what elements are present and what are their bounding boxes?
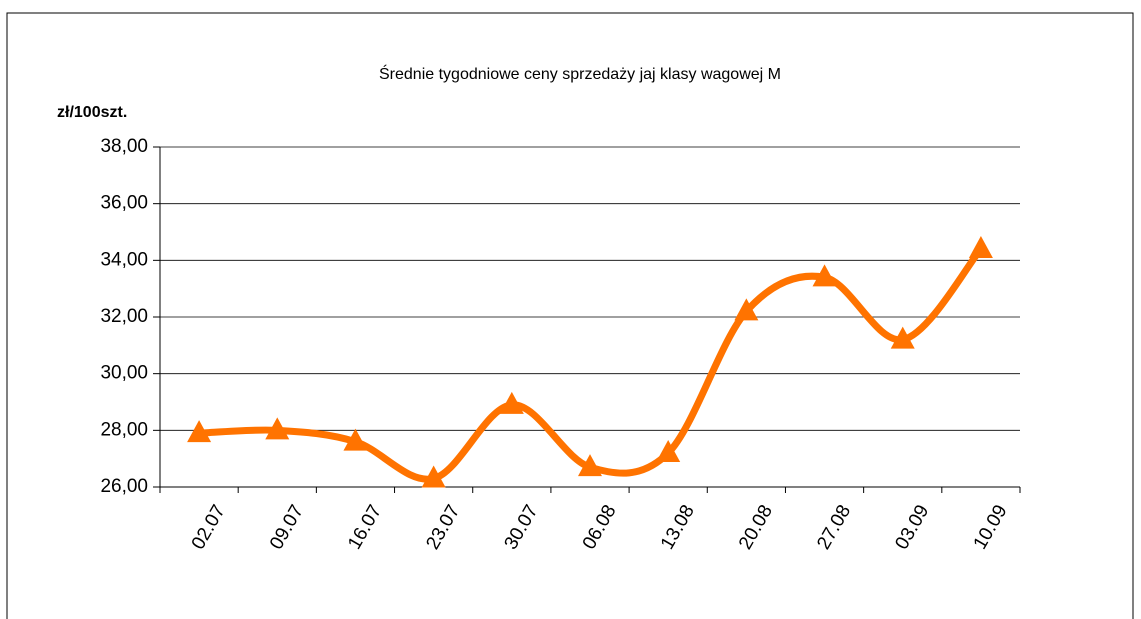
chart-title: Średnie tygodniowe ceny sprzedaży jaj kl… — [379, 64, 781, 83]
marker — [812, 264, 837, 287]
marker — [578, 454, 602, 477]
x-tick-label: 20.08 — [735, 502, 777, 554]
x-tick-label: 03.09 — [891, 502, 933, 554]
marker — [265, 417, 290, 440]
marker — [734, 298, 759, 321]
marker — [968, 236, 993, 258]
marker — [656, 440, 681, 462]
marker — [499, 391, 524, 414]
y-tick-label: 34,00 — [100, 249, 148, 270]
y-tick-label: 32,00 — [100, 306, 148, 327]
x-tick-label: 16.07 — [344, 502, 386, 554]
y-tick-label: 38,00 — [100, 136, 148, 157]
x-tick-label: 09.07 — [266, 502, 308, 554]
x-tick-label: 30.07 — [501, 502, 543, 554]
marker — [343, 428, 368, 451]
x-tick-label: 10.09 — [970, 502, 1012, 554]
y-tick-label: 30,00 — [100, 363, 148, 384]
marker — [187, 420, 212, 443]
x-tick-label: 27.08 — [813, 502, 855, 554]
x-tick-label: 06.08 — [579, 502, 621, 554]
marker — [890, 326, 915, 349]
line — [198, 246, 984, 483]
y-tick-label: 36,00 — [100, 193, 148, 214]
x-tick-label: 13.08 — [657, 502, 699, 554]
y-tick-label: 26,00 — [100, 476, 148, 497]
x-tick-label: 23.07 — [422, 502, 464, 554]
frame — [6, 12, 1134, 619]
marker — [421, 465, 446, 488]
x-tick-label: 02.07 — [188, 502, 230, 554]
y-axis-label: zł/100szt. — [57, 104, 127, 121]
y-tick-label: 28,00 — [100, 419, 148, 440]
